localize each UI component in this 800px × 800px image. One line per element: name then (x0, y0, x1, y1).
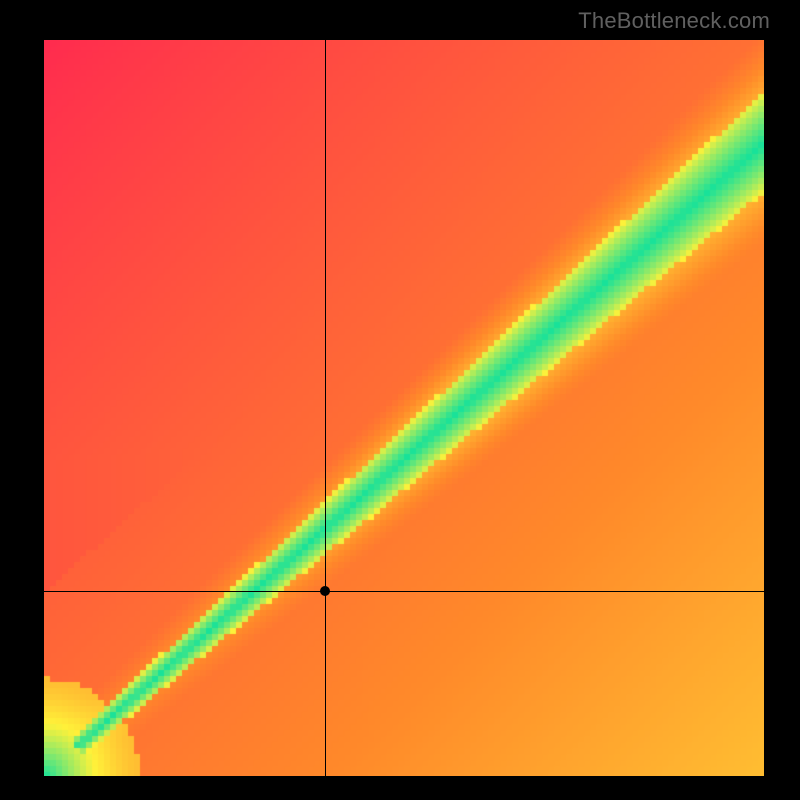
crosshair-marker (320, 586, 330, 596)
chart-container: TheBottleneck.com (0, 0, 800, 800)
crosshair-vertical (325, 40, 326, 776)
heatmap-plot (44, 40, 764, 776)
crosshair-horizontal (44, 591, 764, 592)
watermark-text: TheBottleneck.com (578, 8, 770, 34)
heatmap-canvas (44, 40, 764, 776)
